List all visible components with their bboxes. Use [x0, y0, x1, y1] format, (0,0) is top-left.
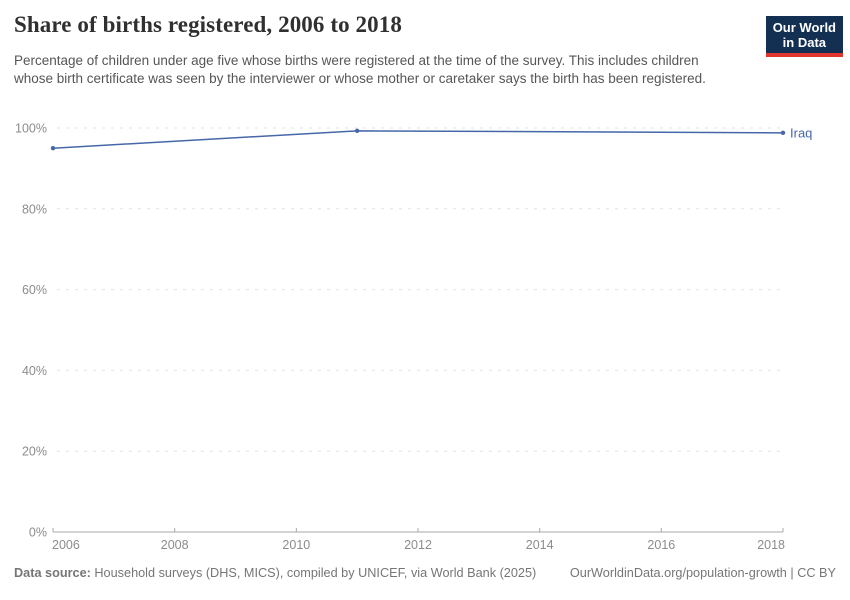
- y-tick-label: 0%: [29, 526, 47, 540]
- x-tick-label: 2014: [526, 538, 554, 552]
- owid-logo: Our World in Data: [765, 16, 843, 57]
- y-tick-label: 20%: [22, 445, 47, 459]
- y-tick-label: 100%: [15, 122, 47, 136]
- y-tick-label: 80%: [22, 202, 47, 216]
- series-entity-label: Iraq: [790, 125, 812, 140]
- data-source-label: Data source:: [14, 566, 91, 580]
- series-line: [52, 130, 784, 149]
- data-point: [354, 128, 360, 134]
- chart-subtitle: Percentage of children under age five wh…: [14, 53, 706, 86]
- data-source-text: Household surveys (DHS, MICS), compiled …: [94, 566, 537, 580]
- page-title: Share of births registered, 2006 to 2018: [14, 12, 402, 37]
- x-tick-label: 2006: [52, 538, 80, 552]
- footer-attribution: OurWorldinData.org/population-growth | C…: [569, 566, 836, 580]
- data-point: [780, 130, 786, 136]
- logo-line-1: Our World: [772, 20, 836, 35]
- x-tick-label: 2018: [757, 538, 785, 552]
- data-point: [50, 146, 56, 151]
- x-tick-label: 2010: [282, 538, 310, 552]
- x-tick-label: 2012: [404, 538, 432, 552]
- y-tick-label: 60%: [22, 283, 47, 297]
- line-chart-svg: 0% 20% 40% 60% 80% 100% 2006 2008 2010 2012 2014 20…: [15, 122, 812, 553]
- data-source-note: Data source: Household surveys (DHS, MIC…: [14, 566, 536, 580]
- logo-line-2: in Data: [782, 35, 827, 50]
- y-tick-label: 40%: [22, 364, 47, 378]
- chart-footer: Data source: Household surveys (DHS, MIC…: [14, 566, 836, 580]
- x-tick-label: 2008: [161, 538, 189, 552]
- x-tick-label: 2016: [647, 538, 675, 552]
